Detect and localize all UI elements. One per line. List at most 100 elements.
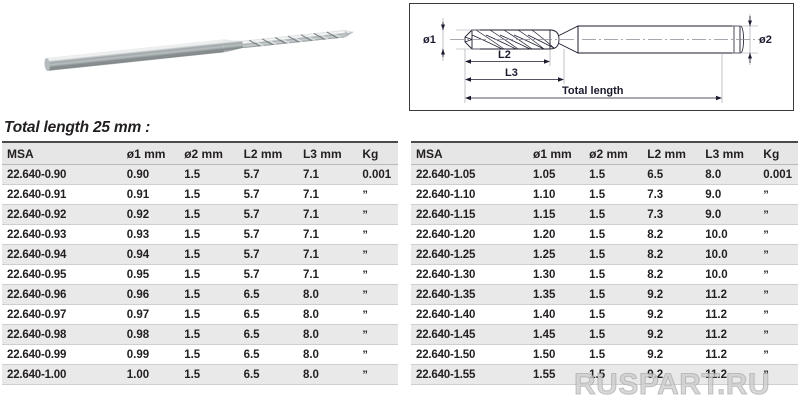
diagram-label-d1: ø1	[423, 34, 436, 46]
product-photo	[0, 0, 400, 112]
cell-msa: 22.640-0.93	[2, 224, 123, 245]
table-row: 22.640-0.96 0.96 1.5 6.5 8.0”	[2, 284, 398, 305]
table-row: 22.640-1.40 1.40 1.5 9.2 11.2”	[411, 304, 798, 325]
ditto-mark: ”	[763, 188, 768, 201]
cell-l2: 6.5	[643, 164, 702, 185]
diagram-label-total-length: Total length	[562, 85, 624, 97]
table-row: 22.640-1.35 1.35 1.5 9.2 11.2”	[411, 284, 798, 305]
table-row: 22.640-0.91 0.91 1.5 5.7 7.1”	[2, 184, 398, 205]
cell-kg: ”	[358, 284, 398, 305]
table-row: 22.640-1.45 1.45 1.5 9.2 11.2”	[411, 324, 798, 345]
ditto-mark: ”	[362, 328, 367, 341]
cell-msa: 22.640-0.98	[2, 324, 123, 345]
cell-diameter-1: 1.00	[122, 364, 181, 385]
cell-l3: 9.0	[701, 204, 760, 225]
cell-diameter-2: 1.5	[180, 164, 240, 185]
specs-table-left-body: 22.640-0.90 0.90 1.5 5.7 7.1 0.001 22.640-0.91…	[2, 164, 398, 385]
cell-l2: 5.7	[239, 244, 299, 265]
cell-msa: 22.640-1.05	[411, 164, 530, 185]
ditto-mark: ”	[362, 288, 367, 301]
cell-l3: 11.2	[701, 364, 760, 385]
cell-l2: 5.7	[239, 264, 299, 285]
table-row: 22.640-1.15 1.15 1.5 7.3 9.0”	[411, 204, 798, 225]
diagram-label-l2: L2	[498, 49, 511, 61]
cell-kg: ”	[759, 264, 798, 285]
cell-l2: 8.2	[643, 244, 702, 265]
table-row: 22.640-1.20 1.20 1.5 8.2 10.0”	[411, 224, 798, 245]
cell-kg: ”	[759, 204, 798, 225]
cell-l3: 11.2	[701, 324, 760, 345]
cell-l2: 9.2	[643, 344, 702, 365]
cell-diameter-2: 1.5	[585, 184, 644, 205]
cell-diameter-1: 0.95	[122, 264, 181, 285]
cell-kg: ”	[358, 184, 398, 205]
table-header-row: MSA ø1 mm ø2 mm L2 mm L3 mm Kg	[2, 141, 398, 165]
cell-l2: 8.2	[643, 224, 702, 245]
cell-diameter-1: 1.25	[529, 244, 586, 265]
cell-diameter-1: 0.98	[122, 324, 181, 345]
column-header-kg: Kg	[358, 141, 398, 165]
ditto-mark: ”	[362, 368, 367, 381]
cell-l2: 6.5	[239, 344, 299, 365]
ditto-mark: ”	[362, 308, 367, 321]
cell-l2: 9.2	[643, 304, 702, 325]
cell-l3: 11.2	[701, 344, 760, 365]
column-header-l3: L3 mm	[298, 141, 359, 165]
ditto-mark: ”	[362, 268, 367, 281]
cell-msa: 22.640-0.92	[2, 204, 123, 225]
diagram-label-d2: ø2	[759, 34, 772, 46]
table-row: 22.640-0.98 0.98 1.5 6.5 8.0”	[2, 324, 398, 345]
cell-l2: 5.7	[239, 184, 299, 205]
cell-diameter-1: 1.55	[529, 364, 586, 385]
cell-diameter-2: 1.5	[585, 164, 644, 185]
ditto-mark: ”	[763, 328, 768, 341]
cell-l3: 8.0	[298, 344, 359, 365]
cell-l2: 6.5	[239, 284, 299, 305]
cell-diameter-2: 1.5	[180, 284, 240, 305]
cell-l2: 9.2	[643, 324, 702, 345]
cell-diameter-2: 1.5	[180, 344, 240, 365]
cell-diameter-1: 1.40	[529, 304, 586, 325]
cell-kg: ”	[759, 344, 798, 365]
cell-kg: ”	[358, 204, 398, 225]
technical-drawing: ø1 ø2 L2 L3 Total length	[409, 3, 794, 111]
drill-dimension-drawing: ø1 ø2 L2 L3 Total length	[423, 14, 772, 103]
cell-kg: ”	[358, 324, 398, 345]
ditto-mark: ”	[763, 268, 768, 281]
cell-kg: 0.001	[759, 164, 798, 185]
cell-diameter-2: 1.5	[585, 244, 644, 265]
column-header-kg: Kg	[759, 141, 798, 165]
cell-l2: 6.5	[239, 304, 299, 325]
table-row: 22.640-1.55 1.55 1.5 9.2 11.2”	[411, 364, 798, 385]
column-header-diameter-1: ø1 mm	[122, 141, 181, 165]
cell-msa: 22.640-1.40	[411, 304, 530, 325]
cell-l3: 7.1	[298, 244, 359, 265]
cell-diameter-2: 1.5	[180, 184, 240, 205]
cell-diameter-1: 1.15	[529, 204, 586, 225]
ditto-mark: ”	[362, 188, 367, 201]
cell-diameter-2: 1.5	[585, 324, 644, 345]
cell-l3: 10.0	[701, 224, 760, 245]
cell-msa: 22.640-1.20	[411, 224, 530, 245]
cell-kg: ”	[358, 244, 398, 265]
cell-kg: ”	[358, 304, 398, 325]
cell-l3: 8.0	[298, 284, 359, 305]
cell-l3: 8.0	[298, 304, 359, 325]
cell-msa: 22.640-0.91	[2, 184, 123, 205]
ditto-mark: ”	[763, 248, 768, 261]
cell-msa: 22.640-1.30	[411, 264, 530, 285]
table-row: 22.640-0.93 0.93 1.5 5.7 7.1”	[2, 224, 398, 245]
column-header-l3: L3 mm	[701, 141, 760, 165]
cell-kg: ”	[759, 364, 798, 385]
cell-msa: 22.640-1.25	[411, 244, 530, 265]
specs-table-left: MSA ø1 mm ø2 mm L2 mm L3 mm Kg 22.640-0.…	[2, 141, 398, 385]
table-row: 22.640-0.99 0.99 1.5 6.5 8.0”	[2, 344, 398, 365]
cell-kg: ”	[759, 224, 798, 245]
cell-l2: 5.7	[239, 164, 299, 185]
cell-msa: 22.640-1.00	[2, 364, 123, 385]
cell-l3: 9.0	[701, 184, 760, 205]
cell-l2: 8.2	[643, 264, 702, 285]
ditto-mark: ”	[362, 348, 367, 361]
table-row: 22.640-0.95 0.95 1.5 5.7 7.1”	[2, 264, 398, 285]
cell-diameter-1: 1.35	[529, 284, 586, 305]
